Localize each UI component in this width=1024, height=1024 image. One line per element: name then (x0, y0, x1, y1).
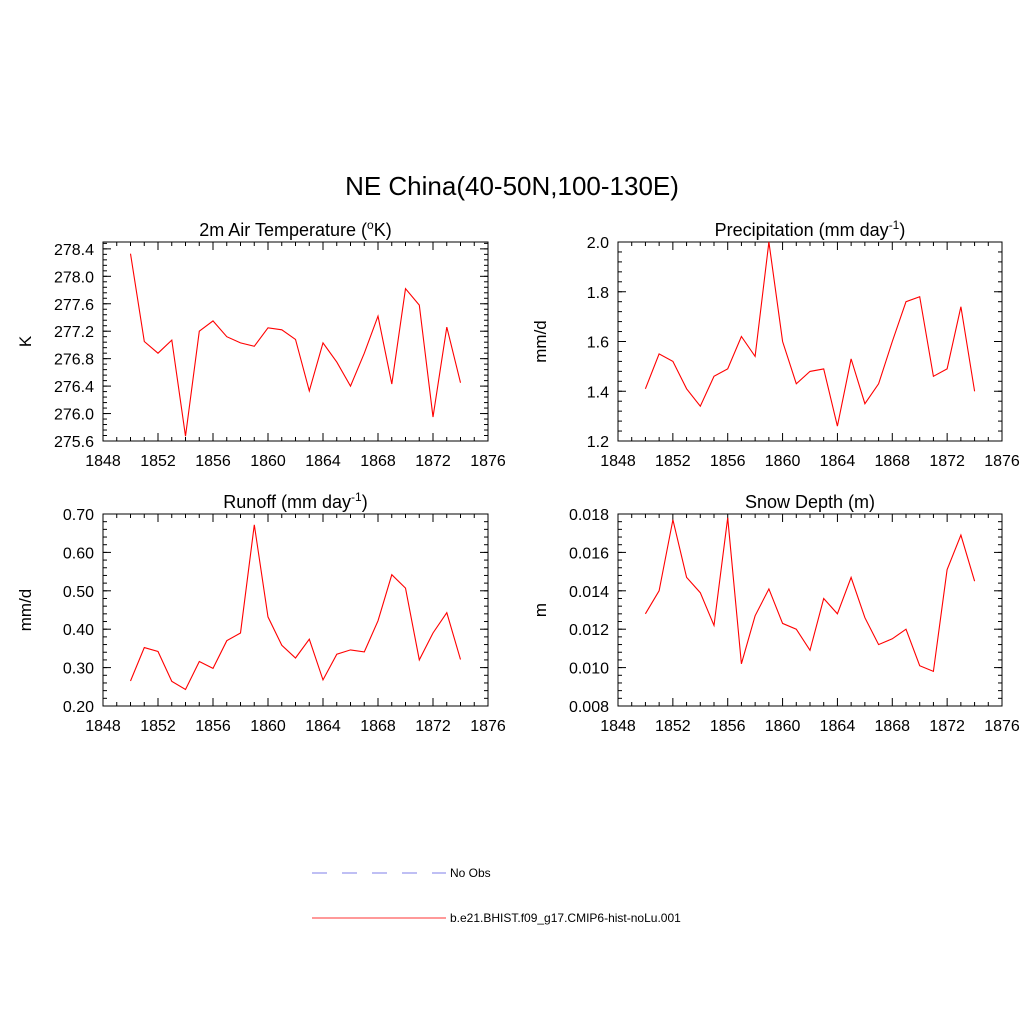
x-tick-label: 1848 (600, 718, 636, 735)
panel-title-suffix: ) (362, 492, 368, 512)
y-tick-label: 0.018 (569, 507, 609, 524)
x-tick-label: 1852 (655, 453, 691, 470)
series-line (129, 253, 462, 437)
panel-1: 2m Air Temperature (oK) K 1848 1852 1856 1860… (16, 218, 506, 470)
plot-frame (617, 513, 1003, 707)
x-tick-label: 1860 (765, 718, 801, 735)
x-tick-label: 1848 (85, 718, 121, 735)
y-tick-label: 278.4 (54, 242, 94, 259)
y-axis-label: mm/d (16, 589, 35, 632)
y-tick-label: 276.8 (54, 352, 94, 369)
x-tick-label: 1876 (984, 718, 1020, 735)
x-tick-label: 1860 (250, 718, 286, 735)
y-tick-label: 1.4 (587, 384, 609, 401)
panel-title-main: Runoff (mm day (223, 492, 351, 512)
y-tick-label: 0.70 (63, 507, 94, 524)
y-axis-label: K (16, 335, 35, 347)
y-tick-label: 0.60 (63, 545, 94, 562)
x-tick-label: 1868 (360, 453, 396, 470)
x-tick-label: 1864 (305, 718, 341, 735)
y-tick-label: 0.010 (569, 661, 609, 678)
x-tick-label: 1856 (195, 453, 231, 470)
series-line (129, 524, 462, 691)
x-tick-label: 1856 (195, 718, 231, 735)
panel-title-main: Precipitation (mm day (715, 220, 889, 240)
x-tick-label: 1872 (929, 453, 965, 470)
y-tick-label: 278.0 (54, 269, 94, 286)
y-tick-label: 0.016 (569, 545, 609, 562)
x-tick-label: 1872 (415, 453, 451, 470)
x-tick-label: 1860 (250, 453, 286, 470)
x-tick-label: 1868 (360, 718, 396, 735)
x-tick-label: 1848 (600, 453, 636, 470)
legend-label-model: b.e21.BHIST.f09_g17.CMIP6-hist-noLu.001 (450, 911, 681, 925)
y-axis-label: m (531, 603, 550, 617)
y-tick-label: 0.40 (63, 622, 94, 639)
panel-title: Snow Depth (m) (745, 492, 875, 512)
panels: 2m Air Temperature (oK) K 1848 1852 1856 1860… (16, 218, 1020, 735)
y-tick-label: 0.012 (569, 622, 609, 639)
panel-title: Precipitation (mm day-1) (715, 218, 906, 240)
panel-title-main: Snow Depth (m) (745, 492, 875, 512)
x-tick-label: 1872 (415, 718, 451, 735)
x-tick-label: 1856 (710, 453, 746, 470)
x-tick-label: 1868 (874, 718, 910, 735)
plot-frame (617, 241, 1003, 442)
x-tick-label: 1872 (929, 718, 965, 735)
y-tick-label: 0.008 (569, 699, 609, 716)
y-tick-label: 277.6 (54, 297, 94, 314)
x-tick-label: 1852 (655, 718, 691, 735)
x-tick-label: 1876 (470, 718, 506, 735)
y-tick-label: 1.2 (587, 434, 609, 451)
panel-title-superscript: -1 (889, 218, 900, 232)
panel-2: Precipitation (mm day-1) mm/d 1848 1852 1856… (531, 218, 1020, 470)
y-tick-label: 0.30 (63, 661, 94, 678)
legend-label-no-obs: No Obs (450, 866, 491, 880)
x-tick-label: 1864 (305, 453, 341, 470)
y-axis-label: mm/d (531, 320, 550, 363)
y-tick-label: 277.2 (54, 324, 94, 341)
y-tick-label: 0.50 (63, 584, 94, 601)
x-tick-label: 1852 (140, 718, 176, 735)
x-tick-label: 1876 (984, 453, 1020, 470)
y-tick-label: 1.6 (587, 335, 609, 352)
x-tick-label: 1848 (85, 453, 121, 470)
panel-title: 2m Air Temperature (oK) (199, 218, 391, 240)
y-tick-label: 275.6 (54, 434, 94, 451)
x-tick-label: 1864 (820, 453, 856, 470)
x-tick-label: 1860 (765, 453, 801, 470)
panel-title-main: 2m Air Temperature ( (199, 220, 367, 240)
legend: No Obs b.e21.BHIST.f09_g17.CMIP6-hist-no… (312, 866, 681, 925)
figure-title: NE China(40-50N,100-130E) (345, 171, 679, 201)
panel-title-superscript: o (367, 218, 374, 232)
panel-title-suffix: ) (899, 220, 905, 240)
panel-3: Runoff (mm day-1) mm/d 1848 1852 1856 1860 186… (16, 490, 506, 735)
series-line (644, 241, 976, 427)
y-tick-label: 1.8 (587, 285, 609, 302)
y-tick-label: 2.0 (587, 235, 609, 252)
panel-title-suffix: K) (374, 220, 392, 240)
y-tick-label: 0.014 (569, 584, 609, 601)
x-tick-label: 1856 (710, 718, 746, 735)
x-tick-label: 1876 (470, 453, 506, 470)
x-tick-label: 1864 (820, 718, 856, 735)
x-tick-label: 1868 (874, 453, 910, 470)
panel-title: Runoff (mm day-1) (223, 490, 367, 512)
y-tick-label: 0.20 (63, 699, 94, 716)
x-tick-label: 1852 (140, 453, 176, 470)
series-line (644, 517, 976, 673)
panel-4: Snow Depth (m) m 1848 1852 1856 1860 1864 1868 1… (531, 492, 1020, 735)
y-tick-label: 276.4 (54, 379, 94, 396)
y-tick-label: 276.0 (54, 407, 94, 424)
plot-frame (102, 513, 489, 707)
panel-title-superscript: -1 (351, 490, 362, 504)
